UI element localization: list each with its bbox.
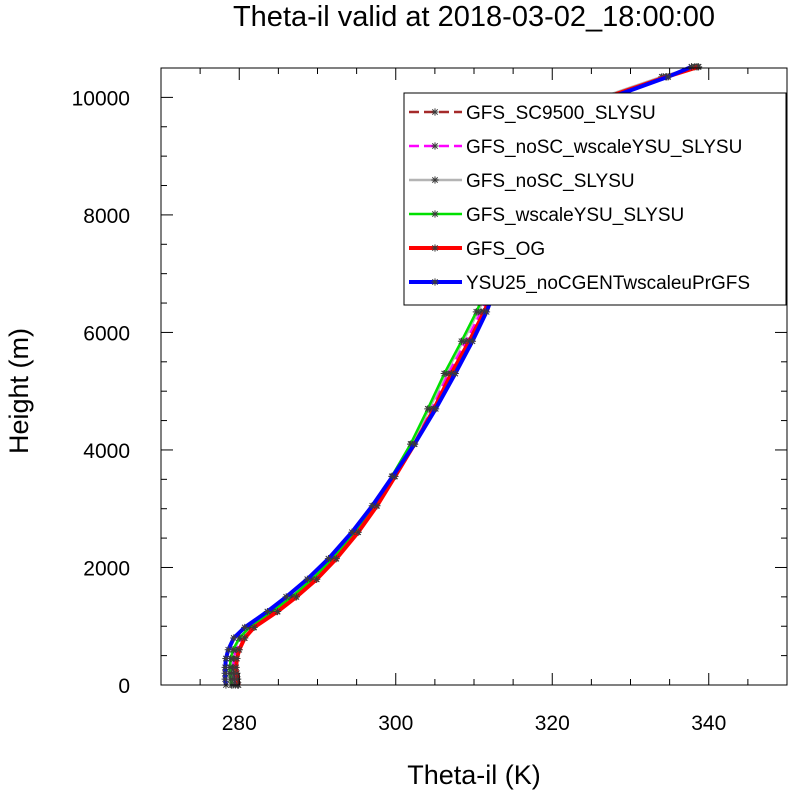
data-point (273, 607, 282, 616)
data-point (234, 675, 242, 683)
legend-marker (431, 142, 439, 150)
y-tick-label: 4000 (83, 440, 130, 463)
data-point (354, 528, 362, 536)
data-point (368, 502, 376, 510)
data-point (313, 575, 321, 583)
data-point (245, 623, 254, 632)
legend-marker (431, 176, 439, 184)
data-point (221, 669, 229, 677)
y-tick-label: 8000 (83, 205, 130, 228)
data-point (241, 634, 249, 642)
y-tick-label: 0 (118, 675, 130, 698)
legend-marker (431, 278, 439, 286)
data-point (332, 555, 340, 563)
legend: GFS_SC9500_SLYSU GFS_noSC_wscaleYSU_SLYSU… (403, 92, 787, 306)
data-point (373, 502, 381, 510)
y-tick-label: 6000 (83, 322, 130, 345)
legend-label: GFS_OG (466, 239, 545, 260)
data-point (222, 654, 230, 663)
legend-label: GFS_noSC_wscaleYSU_SLYSU (466, 137, 742, 158)
data-point (424, 405, 432, 413)
data-point (221, 675, 229, 683)
data-point (227, 654, 235, 663)
y-tick-label: 10000 (72, 87, 130, 110)
x-axis-label: Theta-il (K) (407, 760, 541, 790)
data-point (410, 440, 419, 448)
data-point (263, 607, 272, 616)
x-tick-label: 340 (691, 712, 726, 735)
data-point (229, 646, 237, 654)
data-point (233, 654, 241, 663)
legend-entry: GFS_wscaleYSU_SLYSU (409, 205, 684, 226)
data-point (268, 607, 276, 616)
legend-entry: GFS_noSC_wscaleYSU_SLYSU (409, 137, 742, 158)
data-point (457, 337, 466, 345)
y-axis-label: Height (m) (4, 328, 34, 454)
data-point (233, 669, 241, 677)
legend-label: GFS_wscaleYSU_SLYSU (466, 205, 684, 226)
data-point (235, 634, 243, 642)
data-point (235, 646, 243, 654)
x-tick-label: 320 (535, 712, 570, 735)
data-point (407, 440, 415, 448)
data-point (694, 63, 703, 71)
data-point (432, 405, 440, 413)
data-point (324, 555, 333, 563)
data-point (241, 623, 249, 632)
data-point (482, 308, 491, 316)
data-point (221, 663, 229, 671)
legend-entry: GFS_SC9500_SLYSU (409, 103, 656, 124)
legend-entry: YSU25_noCGENTwscaleuPrGFS (409, 273, 750, 294)
legend-entry: GFS_OG (409, 239, 545, 260)
x-tick-label: 280 (222, 712, 257, 735)
legend-label: GFS_noSC_SLYSU (466, 171, 635, 192)
data-point (226, 669, 234, 677)
data-point (328, 555, 336, 563)
data-point (227, 675, 235, 683)
data-point (389, 472, 397, 480)
chart-title: Theta-il valid at 2018-03-02_18:00:00 (233, 1, 715, 33)
data-point (232, 663, 240, 671)
data-point (472, 308, 480, 316)
data-point (250, 623, 258, 632)
legend-marker (431, 244, 439, 252)
y-tick-label: 2000 (83, 557, 130, 580)
axis-ticks: 280 300 320 340 0 2000 4000 6000 8000 10000 (72, 67, 788, 735)
data-point (308, 575, 316, 583)
legend-box (403, 92, 787, 306)
x-tick-label: 300 (378, 712, 413, 735)
data-point (664, 73, 672, 81)
legend-label: YSU25_noCGENTwscaleuPrGFS (466, 273, 750, 294)
data-point (348, 528, 356, 536)
legend-entry: GFS_noSC_SLYSU (409, 171, 635, 192)
data-point (440, 369, 448, 378)
legend-marker (431, 108, 439, 116)
data-point (303, 575, 311, 583)
legend-label: GFS_SC9500_SLYSU (466, 103, 656, 124)
data-point (468, 337, 477, 345)
data-point (292, 593, 300, 601)
data-point (447, 369, 455, 378)
data-point (288, 593, 296, 601)
data-point (687, 63, 696, 71)
data-point (451, 369, 459, 378)
data-point (224, 646, 232, 654)
legend-marker (431, 210, 439, 218)
data-point (226, 663, 234, 671)
data-point (282, 593, 290, 601)
data-point (230, 634, 238, 642)
